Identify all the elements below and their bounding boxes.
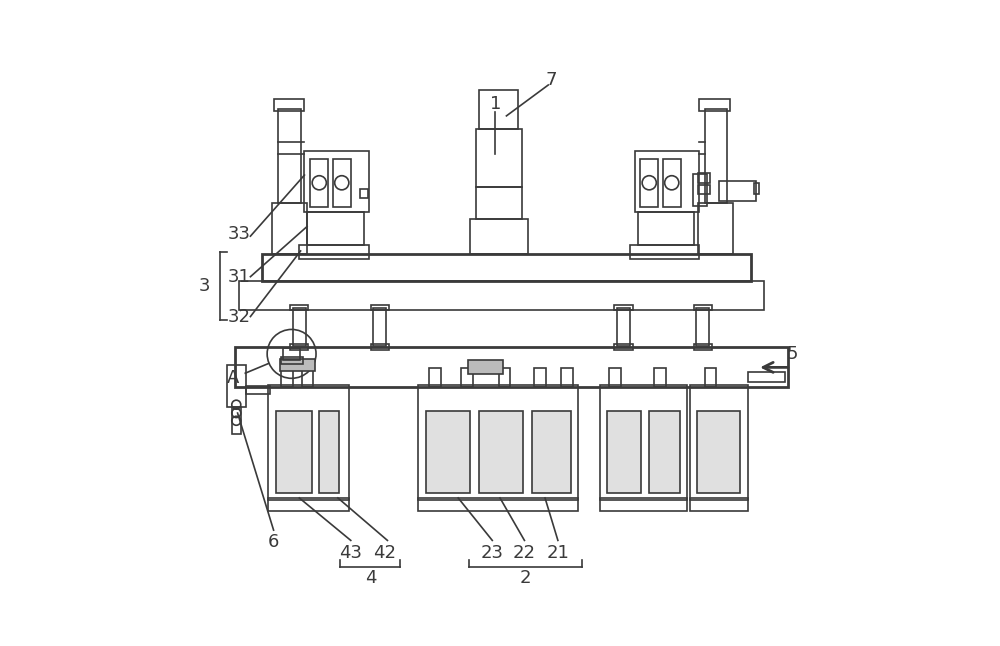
Bar — [371, 305, 389, 310]
Bar — [649, 411, 680, 494]
Bar — [418, 498, 578, 511]
Text: 4: 4 — [365, 568, 376, 587]
Text: 1: 1 — [490, 96, 501, 113]
Bar — [690, 386, 748, 500]
Bar — [479, 411, 523, 494]
Bar — [278, 109, 301, 203]
Bar — [373, 308, 386, 346]
Bar — [272, 203, 307, 254]
Bar — [705, 368, 716, 388]
Bar — [227, 365, 246, 406]
Bar — [283, 348, 300, 360]
Bar — [262, 254, 751, 281]
Text: 5: 5 — [787, 345, 798, 363]
Bar — [748, 372, 785, 382]
Bar — [304, 151, 369, 213]
Bar — [476, 187, 522, 219]
Text: 6: 6 — [268, 533, 279, 550]
Bar — [268, 386, 349, 500]
Text: 43: 43 — [339, 545, 362, 562]
Bar — [705, 109, 727, 203]
Bar — [640, 159, 658, 207]
Bar — [696, 308, 709, 346]
Bar — [698, 203, 733, 254]
Bar — [360, 189, 368, 198]
Bar — [461, 368, 473, 388]
Bar — [246, 386, 270, 394]
Bar — [429, 368, 441, 388]
Bar — [290, 344, 308, 350]
Bar — [694, 344, 712, 350]
Bar — [281, 368, 293, 388]
Bar — [698, 173, 710, 183]
Bar — [607, 411, 641, 494]
Text: 31: 31 — [228, 267, 251, 286]
Bar — [333, 159, 351, 207]
Bar — [293, 308, 306, 346]
Bar — [614, 305, 633, 310]
Bar — [499, 368, 510, 388]
Text: 2: 2 — [520, 568, 531, 587]
Bar — [600, 386, 687, 500]
Text: A: A — [227, 369, 239, 387]
Bar — [693, 174, 707, 206]
Bar — [609, 368, 621, 388]
Bar — [307, 213, 364, 245]
Bar — [617, 308, 630, 346]
Text: 21: 21 — [546, 545, 569, 562]
Bar — [663, 159, 681, 207]
Bar — [630, 245, 699, 258]
Text: 23: 23 — [481, 545, 504, 562]
Bar — [561, 368, 573, 388]
Text: 7: 7 — [546, 71, 557, 89]
Bar — [600, 498, 687, 511]
Bar — [371, 344, 389, 350]
Bar — [534, 368, 546, 388]
Bar — [638, 213, 694, 245]
Bar — [280, 359, 315, 371]
Text: 42: 42 — [373, 545, 396, 562]
Text: 32: 32 — [228, 307, 251, 326]
Bar — [635, 151, 699, 213]
Bar — [476, 129, 522, 187]
Bar — [281, 357, 303, 364]
Bar — [694, 305, 712, 310]
Bar — [479, 90, 518, 129]
Bar — [319, 411, 339, 494]
Bar — [299, 245, 369, 258]
Bar — [697, 411, 740, 494]
Bar — [698, 185, 710, 194]
Bar — [468, 360, 503, 375]
Bar — [290, 305, 308, 310]
Bar — [239, 281, 764, 310]
Bar — [699, 99, 730, 110]
Bar — [418, 386, 578, 500]
Bar — [470, 219, 528, 254]
Bar — [426, 411, 470, 494]
Bar — [268, 498, 349, 511]
Bar — [276, 411, 312, 494]
Bar — [274, 99, 304, 110]
Bar — [654, 368, 666, 388]
Bar — [232, 406, 241, 433]
Bar — [614, 344, 633, 350]
Bar — [532, 411, 571, 494]
Bar — [719, 182, 756, 201]
Text: 3: 3 — [198, 276, 210, 295]
Bar — [690, 498, 748, 511]
Bar — [302, 368, 313, 388]
Bar — [235, 348, 788, 388]
Bar — [310, 159, 328, 207]
Text: 33: 33 — [228, 225, 251, 244]
Text: 22: 22 — [513, 545, 536, 562]
Bar — [754, 183, 759, 194]
